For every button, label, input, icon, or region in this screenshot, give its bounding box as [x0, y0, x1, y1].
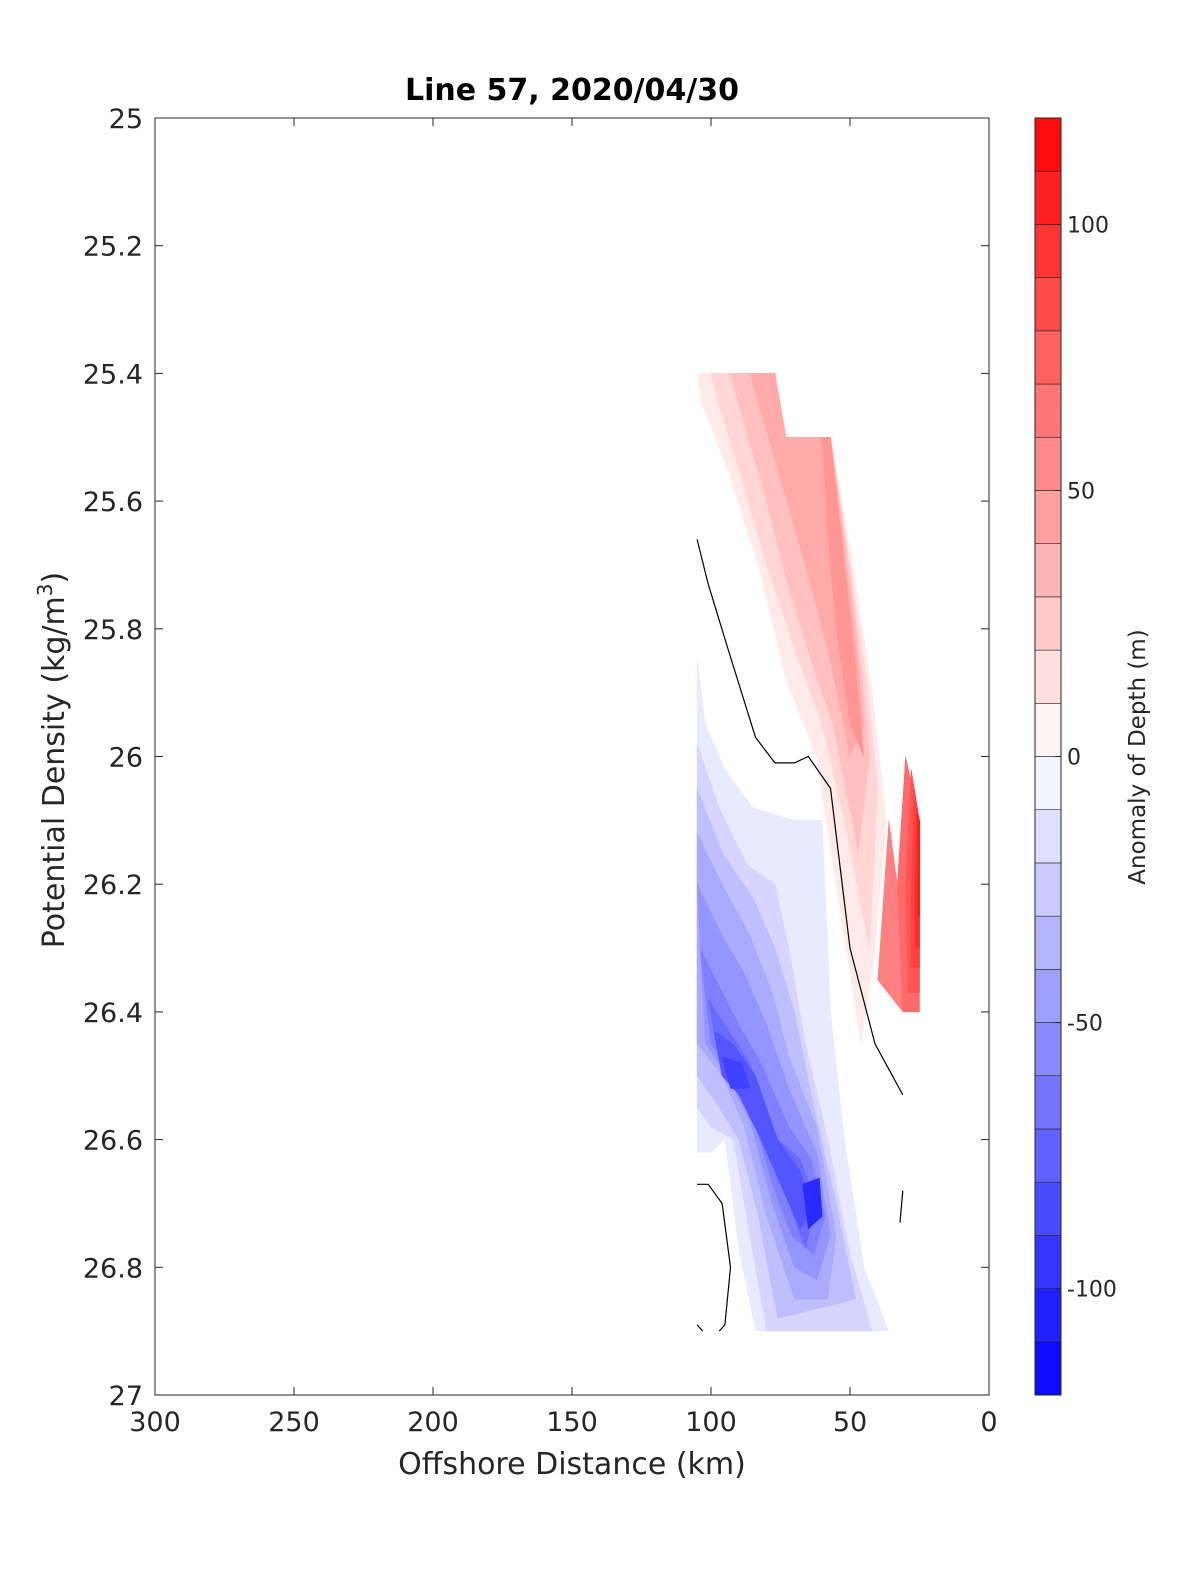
y-tick-label: 27 — [109, 1381, 143, 1412]
x-axis-label: Offshore Distance (km) — [398, 1447, 746, 1482]
colorbar-swatch — [1034, 224, 1062, 278]
contour-region-minus-90 — [721, 1056, 751, 1089]
colorbar-swatch — [1034, 1288, 1062, 1343]
colorbar-swatch — [1034, 1075, 1062, 1130]
y-tick-label: 26 — [109, 743, 143, 774]
y-tick-label: 25.2 — [83, 232, 143, 263]
colorbar-swatch — [1034, 277, 1062, 332]
colorbar-tick-label: -100 — [1067, 1278, 1117, 1303]
x-tick-label: 200 — [407, 1407, 459, 1438]
y-axis-label-end: ) — [37, 572, 72, 584]
colorbar-swatch — [1034, 543, 1062, 598]
colorbar-swatch — [1034, 756, 1062, 811]
colorbar-tick-label: 100 — [1067, 213, 1109, 238]
colorbar-swatch — [1034, 330, 1062, 385]
colorbar-tick-label: 50 — [1067, 479, 1095, 504]
y-tick-label: 25.4 — [83, 359, 143, 390]
zero-contour-line-2 — [697, 1183, 732, 1332]
y-tick-label: 26.4 — [83, 998, 143, 1029]
y-axis-label: Potential Density (kg/m3) — [33, 572, 72, 948]
zero-contour-line-3 — [696, 1324, 704, 1332]
colorbar-swatch — [1034, 490, 1062, 544]
colorbar-swatch — [1034, 702, 1062, 757]
y-axis: 25 25.2 25.4 25.6 25.8 26 26.2 26.4 26.6 26.8 27 — [83, 104, 989, 1412]
contour-region-minus-100 — [802, 1177, 823, 1230]
colorbar-label: Anomaly of Depth (m) — [1125, 629, 1151, 884]
y-tick-label: 26.6 — [83, 1126, 143, 1157]
colorbar-swatch — [1034, 809, 1062, 864]
contour-region-50 — [821, 437, 865, 757]
zero-contour-line-1 — [696, 539, 904, 1096]
x-tick-label: 50 — [833, 1407, 867, 1438]
colorbar-swatch — [1034, 383, 1062, 438]
colorbar-swatch — [1034, 436, 1062, 491]
contour-fill-layer — [696, 373, 920, 1332]
contour-region-40 — [749, 373, 865, 757]
y-tick-label: 26.2 — [83, 870, 143, 901]
y-axis-label-superscript: 3 — [33, 583, 57, 596]
y-tick-label: 25.6 — [83, 487, 143, 518]
zero-contour-layer — [696, 539, 904, 1332]
colorbar-tick-label: -50 — [1067, 1012, 1103, 1037]
colorbar-swatch — [1034, 170, 1062, 225]
colorbar-swatch — [1034, 117, 1062, 172]
colorbar-swatch — [1034, 915, 1062, 970]
x-axis: 300 250 200 150 100 50 0 — [129, 118, 998, 1438]
colorbar-swatch — [1034, 1341, 1062, 1396]
colorbar-swatch — [1034, 649, 1062, 704]
colorbar-swatch — [1034, 1022, 1062, 1077]
contour-region-110 — [917, 820, 920, 917]
colorbar-swatch — [1034, 1128, 1062, 1183]
x-tick-label: 300 — [129, 1407, 181, 1438]
colorbar-swatch — [1034, 1181, 1062, 1236]
y-tick-label: 26.8 — [83, 1253, 143, 1284]
x-tick-label: 250 — [268, 1407, 320, 1438]
y-tick-label: 25.8 — [83, 615, 143, 646]
x-tick-label: 150 — [546, 1407, 598, 1438]
chart-title: Line 57, 2020/04/30 — [405, 73, 739, 108]
x-tick-label: 100 — [685, 1407, 737, 1438]
y-tick-label: 25 — [109, 104, 143, 135]
colorbar-swatch — [1034, 969, 1062, 1023]
y-axis-label-main: Potential Density (kg/m — [37, 596, 72, 948]
colorbar-tick-label: 0 — [1067, 746, 1081, 771]
colorbar: 100 50 0 -50 -100 — [1034, 117, 1117, 1396]
colorbar-swatch — [1034, 596, 1062, 651]
x-tick-label: 0 — [980, 1407, 997, 1438]
colorbar-swatch — [1034, 862, 1062, 917]
zero-contour-line-4 — [899, 1190, 904, 1223]
colorbar-swatch — [1034, 1235, 1062, 1289]
